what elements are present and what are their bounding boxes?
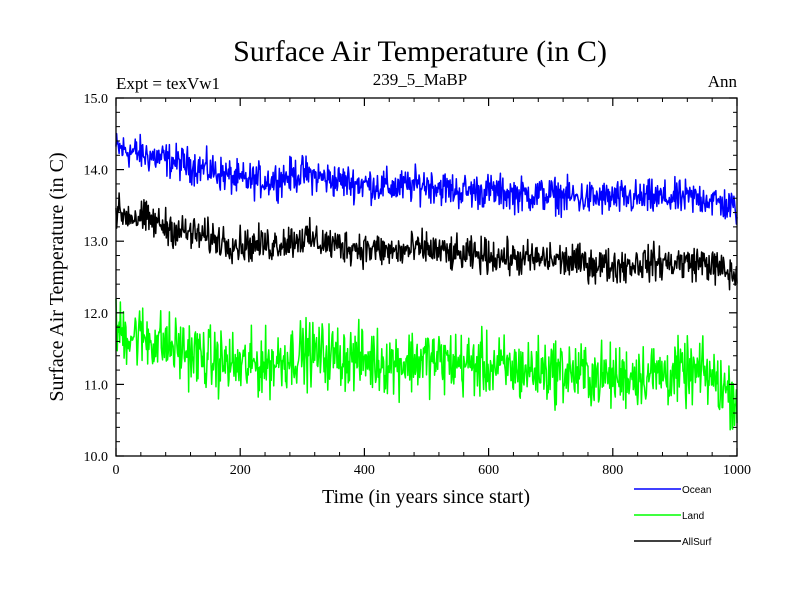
legend-label-ocean: Ocean xyxy=(682,485,711,496)
x-tick-label: 600 xyxy=(478,463,499,478)
plot-lines xyxy=(115,132,738,431)
x-tick-label: 0 xyxy=(113,463,120,478)
series-line-land xyxy=(115,298,738,431)
legend-label-allsurf: AllSurf xyxy=(682,537,712,548)
x-tick-label: 200 xyxy=(230,463,251,478)
period-label: 239_5_MaBP xyxy=(373,70,467,89)
x-tick-label: 1000 xyxy=(723,463,751,478)
chart-title: Surface Air Temperature (in C) xyxy=(233,35,607,68)
plot-frame xyxy=(115,97,738,457)
season-label: Ann xyxy=(708,72,738,91)
y-tick-label: 11.0 xyxy=(84,378,108,393)
y-tick-label: 12.0 xyxy=(84,307,109,322)
legend-label-land: Land xyxy=(682,511,704,522)
x-tick-label: 800 xyxy=(602,463,623,478)
y-axis-label: Surface Air Temperature (in C) xyxy=(46,152,68,401)
x-tick-label: 400 xyxy=(354,463,375,478)
series-line-allsurf xyxy=(115,192,738,291)
x-axis-label: Time (in years since start) xyxy=(322,486,530,508)
y-tick-label: 15.0 xyxy=(84,92,109,107)
legend: Ocean Land AllSurf xyxy=(634,485,712,548)
y-tick-label: 10.0 xyxy=(84,450,109,465)
y-tick-label: 13.0 xyxy=(84,235,109,250)
series-line-ocean xyxy=(115,132,738,225)
experiment-label: Expt = texVw1 xyxy=(116,74,220,93)
y-tick-label: 14.0 xyxy=(84,164,109,179)
axis-ticks xyxy=(115,97,738,457)
axis-tick-labels: 0 200 400 600 800 1000 10.0 11.0 12.0 13.0 14.0 15.… xyxy=(84,92,752,478)
